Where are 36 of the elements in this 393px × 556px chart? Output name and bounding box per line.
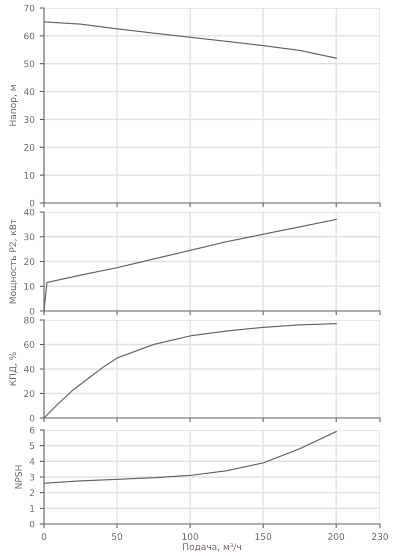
y-tick-label: 3 [30,474,34,481]
x-tick-label: 100 [182,533,198,540]
y-tick-label: 10 [24,172,34,179]
y-tick-label: 60 [24,341,34,348]
x-tick-label: 50 [112,533,122,540]
y-tick-label: 5 [30,442,34,450]
x-tick-label: 150 [256,533,272,540]
y-tick-label: 20 [24,390,34,398]
y-tick-label: 30 [24,233,34,240]
y-tick-label: 40 [24,366,34,373]
x-tick-label: 0 [42,533,46,540]
x-tick-label: 230 [372,533,388,540]
y-tick-label: 30 [24,116,34,123]
y-tick-label: 2 [30,489,34,496]
y-tick-label: 1 [30,505,34,512]
y-axis-title: Мощность P2, кВт [9,219,18,304]
y-tick-label: 40 [24,88,34,96]
y-tick-label: 40 [24,208,34,216]
y-tick-label: 20 [24,144,34,151]
y-tick-label: 0 [30,520,34,528]
y-tick-label: 80 [24,316,34,324]
y-axis-title: КПД, % [9,352,18,386]
y-tick-label: 0 [30,308,34,315]
y-tick-label: 60 [24,32,34,40]
y-tick-label: 20 [24,258,34,266]
y-tick-label: 10 [24,282,34,290]
y-tick-label: 6 [30,426,34,434]
y-tick-label: 0 [30,414,34,422]
y-axis-title: NPSH [15,466,22,488]
y-axis-title: Напор, м [9,85,18,126]
y-tick-label: 4 [30,458,34,465]
y-tick-label: 0 [30,200,34,207]
y-tick-label: 70 [24,4,34,12]
x-axis-title: Подача, м³/ч [183,543,241,552]
y-tick-label: 50 [24,60,34,68]
x-tick-label: 200 [328,533,344,540]
